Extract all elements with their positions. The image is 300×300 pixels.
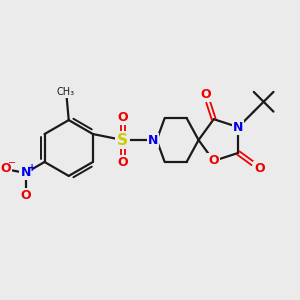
Text: O: O [20, 189, 31, 203]
Text: −: − [8, 158, 16, 168]
Text: O: O [0, 162, 11, 176]
Text: N: N [20, 167, 31, 179]
Text: N: N [233, 121, 243, 134]
Text: +: + [28, 163, 37, 173]
Text: O: O [118, 111, 128, 124]
Text: O: O [118, 157, 128, 169]
Text: O: O [254, 162, 265, 175]
Text: O: O [208, 154, 219, 167]
Text: O: O [200, 88, 211, 101]
Text: N: N [148, 134, 158, 146]
Text: CH₃: CH₃ [57, 87, 75, 97]
Text: S: S [117, 133, 128, 148]
